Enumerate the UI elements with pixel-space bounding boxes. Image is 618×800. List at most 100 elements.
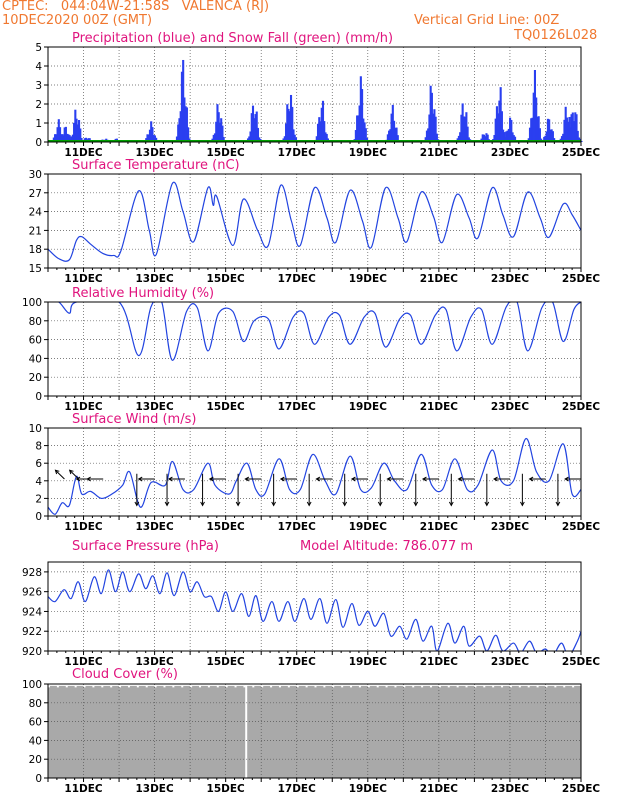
precip-bar (182, 59, 185, 142)
series-line (48, 181, 581, 262)
precip-bar (462, 116, 465, 142)
x-tick-label: 15DEC (207, 273, 246, 285)
precip-bar (580, 140, 583, 142)
precip-bar (258, 137, 261, 142)
precip-bar (321, 100, 325, 142)
panel-title: Surface Pressure (hPa) (72, 539, 219, 554)
precip-bar (70, 136, 73, 142)
wind-arrow-head (134, 501, 140, 507)
x-tick-label: 23DEC (491, 401, 530, 413)
precip-bar (510, 119, 513, 142)
wind-arrow-head (528, 476, 534, 482)
precip-bar (551, 131, 554, 142)
cloud-cover-notch (385, 685, 388, 688)
y-tick-label: 100 (22, 679, 42, 691)
precip-bar (544, 135, 547, 142)
x-tick-label: 19DEC (349, 147, 388, 159)
wind-arrow-head (86, 476, 91, 482)
x-tick-label: 25DEC (562, 783, 601, 795)
y-tick-label: 928 (22, 567, 42, 579)
x-tick-label: 25DEC (562, 521, 601, 533)
precip-bar (485, 133, 488, 142)
precip-bar (61, 137, 64, 142)
cloud-cover-notch (136, 685, 139, 688)
precip-bar (67, 134, 70, 142)
precip-bar (248, 136, 251, 142)
cloud-cover-notch (65, 685, 68, 688)
wind-arrow-head (377, 501, 383, 507)
y-tick-label: 1 (35, 118, 42, 130)
cloud-cover-notch (358, 685, 361, 688)
y-tick-label: 40 (29, 353, 42, 365)
precip-bar (486, 134, 489, 142)
precip-bar (294, 137, 298, 142)
precip-bar (460, 114, 463, 142)
cloud-cover-notch (207, 685, 210, 688)
grid-note: Vertical Grid Line: 00Z (414, 13, 560, 28)
x-tick-label: 21DEC (420, 147, 459, 159)
cloud-cover-notch (509, 685, 512, 688)
precip-bar (565, 117, 568, 142)
precip-bar (433, 109, 436, 142)
wind-arrow-head (167, 476, 173, 482)
x-tick-label: 13DEC (135, 656, 174, 668)
cloud-cover-notch (341, 685, 344, 688)
y-tick-label: 100 (22, 297, 42, 309)
precip-bar (424, 137, 427, 142)
precip-bar (567, 121, 570, 142)
precip-bar (363, 122, 366, 142)
precip-bar (507, 128, 510, 142)
precip-bar (570, 114, 573, 142)
precip-bar (220, 118, 223, 142)
cloud-cover-notch (483, 685, 486, 688)
cloud-cover-notch (465, 685, 468, 688)
cloud-cover-notch (376, 685, 379, 688)
y-tick-label: 924 (22, 606, 42, 618)
cloud-cover-notch (101, 685, 104, 688)
x-tick-label: 23DEC (491, 147, 530, 159)
precip-bar (461, 103, 464, 142)
precip-bar (394, 127, 397, 142)
precip-bar (494, 118, 497, 142)
series-line (48, 569, 581, 651)
x-tick-label: 15DEC (207, 656, 246, 668)
x-tick-label: 19DEC (349, 521, 388, 533)
precip-bar (55, 134, 58, 142)
cloud-cover-notch (252, 685, 255, 688)
precip-bar (537, 116, 540, 142)
precip-bar (434, 116, 437, 142)
precip-bar (325, 133, 328, 142)
cloud-cover-notch (545, 685, 548, 688)
precip-bar (175, 136, 179, 142)
y-tick-label: 0 (35, 391, 42, 403)
product-code: TQ0126L028 (514, 28, 598, 43)
precip-bar (366, 137, 369, 142)
precip-bar (482, 134, 486, 142)
precip-bar (319, 121, 322, 142)
y-tick-label: 3 (35, 80, 42, 92)
precip-bar (493, 134, 496, 142)
precip-bar (253, 118, 256, 142)
y-tick-label: 0 (35, 511, 42, 523)
precip-bar (75, 118, 78, 142)
y-tick-label: 60 (29, 717, 42, 729)
wind-arrow-head (484, 501, 490, 507)
series-line (48, 437, 581, 515)
cloud-cover-notch (536, 685, 539, 688)
x-tick-label: 17DEC (278, 273, 317, 285)
precip-bar (506, 130, 509, 142)
cloud-cover-notch (145, 685, 148, 688)
y-tick-label: 926 (22, 587, 42, 599)
y-tick-label: 27 (29, 188, 42, 200)
precip-bar (54, 134, 57, 142)
y-tick-label: 4 (35, 476, 42, 488)
precip-bar (293, 134, 296, 142)
cloud-cover-gap (245, 684, 248, 778)
x-tick-label: 11DEC (64, 521, 103, 533)
precip-bar (495, 106, 498, 142)
precip-bar (568, 137, 571, 142)
x-tick-label: 13DEC (135, 783, 174, 795)
x-tick-label: 13DEC (135, 273, 174, 285)
precip-bar (148, 129, 152, 142)
y-tick-label: 6 (35, 458, 42, 470)
